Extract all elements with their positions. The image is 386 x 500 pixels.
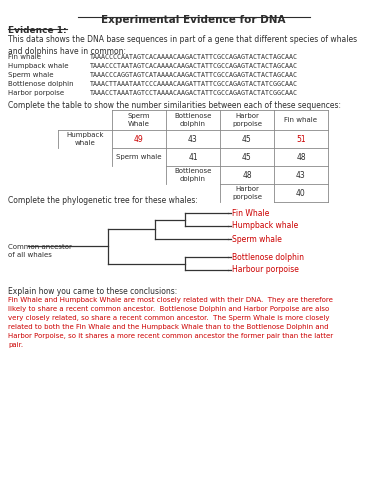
Text: Evidence 1:: Evidence 1: <box>8 26 67 35</box>
Text: 43: 43 <box>188 134 198 143</box>
Text: TAAACCCCAATAGTCACAAAACAAGACTATTCGCCAGAGTACTACTAGCAAC: TAAACCCCAATAGTCACAAAACAAGACTATTCGCCAGAGT… <box>90 54 298 60</box>
Text: Bottlenose
dolphin: Bottlenose dolphin <box>174 168 212 181</box>
Text: pair.: pair. <box>8 342 23 348</box>
Text: Harbor
porpoise: Harbor porpoise <box>232 114 262 126</box>
Text: related to both the Fin Whale and the Humpback Whale than to the Bottlenose Dolp: related to both the Fin Whale and the Hu… <box>8 324 328 330</box>
Text: Harbor Porpoise, so it shares a more recent common ancestor the former pair than: Harbor Porpoise, so it shares a more rec… <box>8 333 333 339</box>
Text: 40: 40 <box>296 188 306 198</box>
Text: likely to share a recent common ancestor.  Bottlenose Dolphin and Harbor Porpois: likely to share a recent common ancestor… <box>8 306 329 312</box>
Text: Fin whale: Fin whale <box>284 117 318 123</box>
Text: 51: 51 <box>296 134 306 143</box>
Text: 41: 41 <box>188 152 198 162</box>
Text: TAAACCTAAATAGTCCTAAAACAAGACTATTCGCCAGAGTACTATCGGCAAC: TAAACCTAAATAGTCCTAAAACAAGACTATTCGCCAGAGT… <box>90 90 298 96</box>
Text: Common ancestor
of all whales: Common ancestor of all whales <box>8 244 72 258</box>
Text: TAAACCCTAATAGTCACAAAACAAGACTATTCGCCAGAGTACTACTAGCAAC: TAAACCCTAATAGTCACAAAACAAGACTATTCGCCAGAGT… <box>90 63 298 69</box>
Text: Humpback whale: Humpback whale <box>8 63 68 69</box>
Text: Harbor
porpoise: Harbor porpoise <box>232 186 262 200</box>
Text: Fin Whale and Humpback Whale are most closely related with their DNA.  They are : Fin Whale and Humpback Whale are most cl… <box>8 297 333 303</box>
Text: Sperm whale: Sperm whale <box>116 154 162 160</box>
Text: Humpback whale: Humpback whale <box>232 222 298 230</box>
Text: Bottlenose dolphin: Bottlenose dolphin <box>8 81 74 87</box>
Text: Complete the table to show the number similarities between each of these sequenc: Complete the table to show the number si… <box>8 101 341 110</box>
Text: Harbor porpoise: Harbor porpoise <box>8 90 64 96</box>
Text: 45: 45 <box>242 152 252 162</box>
Text: very closely related, so share a recent common ancestor.  The Sperm Whale is mor: very closely related, so share a recent … <box>8 315 330 321</box>
Text: TAAACCCAGGTAGTCATAAAACAAGACTATTCGCCAGAGTACTACTAGCAAC: TAAACCCAGGTAGTCATAAAACAAGACTATTCGCCAGAGT… <box>90 72 298 78</box>
Text: Sperm whale: Sperm whale <box>232 234 282 244</box>
Text: This data shows the DNA base sequences in part of a gene that different species : This data shows the DNA base sequences i… <box>8 35 357 56</box>
Text: Fin Whale: Fin Whale <box>232 208 269 218</box>
Text: 43: 43 <box>296 170 306 179</box>
Text: Bottlenose
dolphin: Bottlenose dolphin <box>174 114 212 126</box>
Text: Experimental Evidence for DNA: Experimental Evidence for DNA <box>101 15 285 25</box>
Text: Sperm
Whale: Sperm Whale <box>128 114 150 126</box>
Text: Harbour porpoise: Harbour porpoise <box>232 266 299 274</box>
Text: Explain how you came to these conclusions:: Explain how you came to these conclusion… <box>8 287 177 296</box>
Text: 45: 45 <box>242 134 252 143</box>
Text: Bottlenose dolphin: Bottlenose dolphin <box>232 252 304 262</box>
Text: Humpback
whale: Humpback whale <box>66 132 104 146</box>
Text: Complete the phylogenetic tree for these whales:: Complete the phylogenetic tree for these… <box>8 196 198 205</box>
Text: 48: 48 <box>296 152 306 162</box>
Text: 48: 48 <box>242 170 252 179</box>
Text: TAAACTTAAATAATCCCAAAACAAGATTATTCGCCAGAGTACTATCGGCAAC: TAAACTTAAATAATCCCAAAACAAGATTATTCGCCAGAGT… <box>90 81 298 87</box>
Text: 49: 49 <box>134 134 144 143</box>
Text: Fin whale: Fin whale <box>8 54 41 60</box>
Text: Sperm whale: Sperm whale <box>8 72 54 78</box>
